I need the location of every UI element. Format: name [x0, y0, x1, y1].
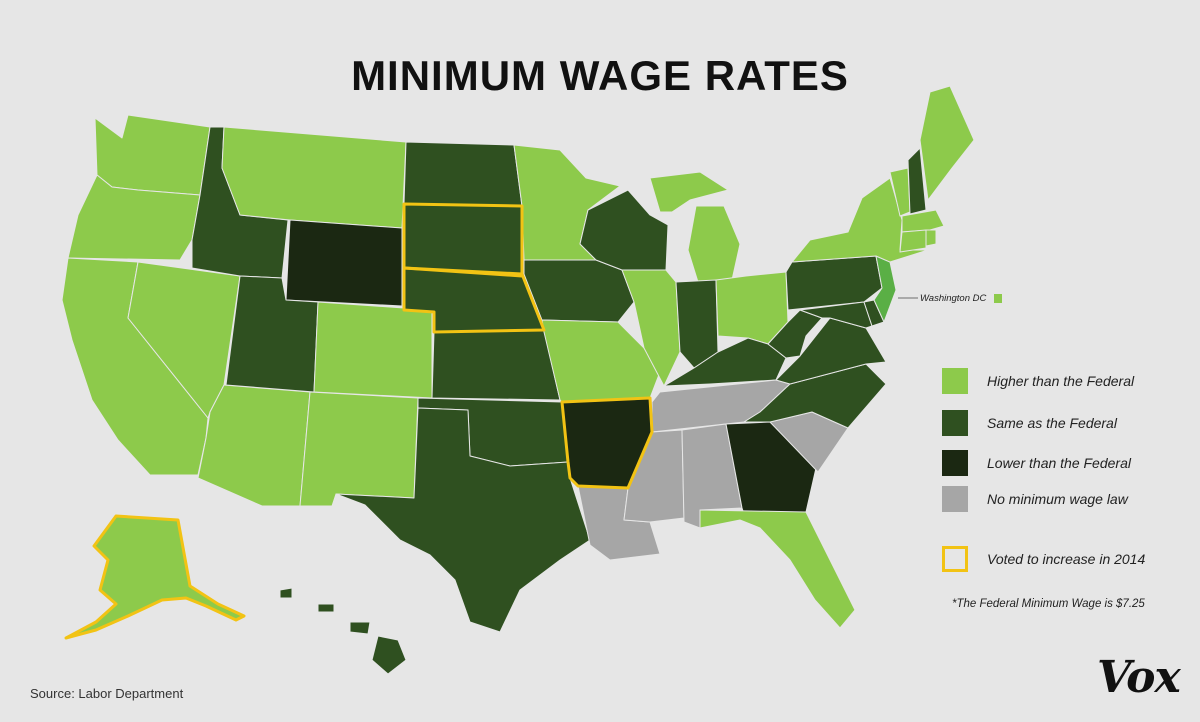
- state-IL: [621, 269, 681, 387]
- state-SD: [403, 203, 523, 277]
- vox-logo: Vox: [1097, 652, 1181, 703]
- state-CO: [313, 301, 433, 399]
- legend-item-higher: Higher than the Federal: [942, 368, 1182, 394]
- voted-2014-outlines: [64, 202, 654, 640]
- legend-label-lower: Lower than the Federal: [987, 455, 1131, 471]
- legend-swatch-lower: [942, 450, 968, 476]
- legend-swatch-none: [942, 486, 968, 512]
- state-KS: [431, 329, 561, 401]
- voted-outline-AR: [560, 396, 654, 490]
- state-MA: [901, 209, 945, 233]
- state-WV: [767, 309, 823, 359]
- state-FL: [699, 509, 856, 629]
- legend-item-voted: Voted to increase in 2014: [942, 546, 1182, 572]
- state-ND: [403, 141, 523, 207]
- legend-swatch-same: [942, 410, 968, 436]
- state-ME: [919, 85, 975, 201]
- state-NH: [907, 147, 927, 215]
- state-AZ: [197, 384, 311, 507]
- state-WY: [285, 219, 403, 307]
- state-AK: [65, 515, 245, 639]
- state-NM: [299, 391, 419, 507]
- state-CT: [899, 229, 927, 253]
- legend-label-same: Same as the Federal: [987, 415, 1117, 431]
- state-RI: [925, 229, 937, 247]
- legend-item-none: No minimum wage law: [942, 486, 1182, 512]
- state-VA: [775, 317, 887, 385]
- voted-outline-AK: [64, 514, 246, 640]
- voted-outline-NE: [402, 266, 546, 334]
- source-credit: Source: Labor Department: [30, 686, 184, 701]
- state-TX: [335, 407, 591, 633]
- state-IA: [523, 259, 635, 323]
- legend-label-voted: Voted to increase in 2014: [987, 551, 1146, 567]
- map-title: MINIMUM WAGE RATES: [351, 52, 849, 99]
- federal-wage-footnote: *The Federal Minimum Wage is $7.25: [952, 598, 1145, 610]
- legend-item-same: Same as the Federal: [942, 410, 1182, 436]
- state-MT: [221, 126, 407, 229]
- legend-swatch-higher: [942, 368, 968, 394]
- state-HI: [279, 587, 407, 675]
- state-WA: [94, 114, 211, 196]
- dc-swatch: [994, 294, 1002, 303]
- legend-label-higher: Higher than the Federal: [987, 373, 1135, 389]
- legend-item-lower: Lower than the Federal: [942, 450, 1182, 476]
- legend-label-none: No minimum wage law: [987, 491, 1128, 507]
- dc-label: Washington DC: [920, 293, 987, 304]
- state-IN: [675, 279, 719, 369]
- legend-swatch-voted: [942, 546, 968, 572]
